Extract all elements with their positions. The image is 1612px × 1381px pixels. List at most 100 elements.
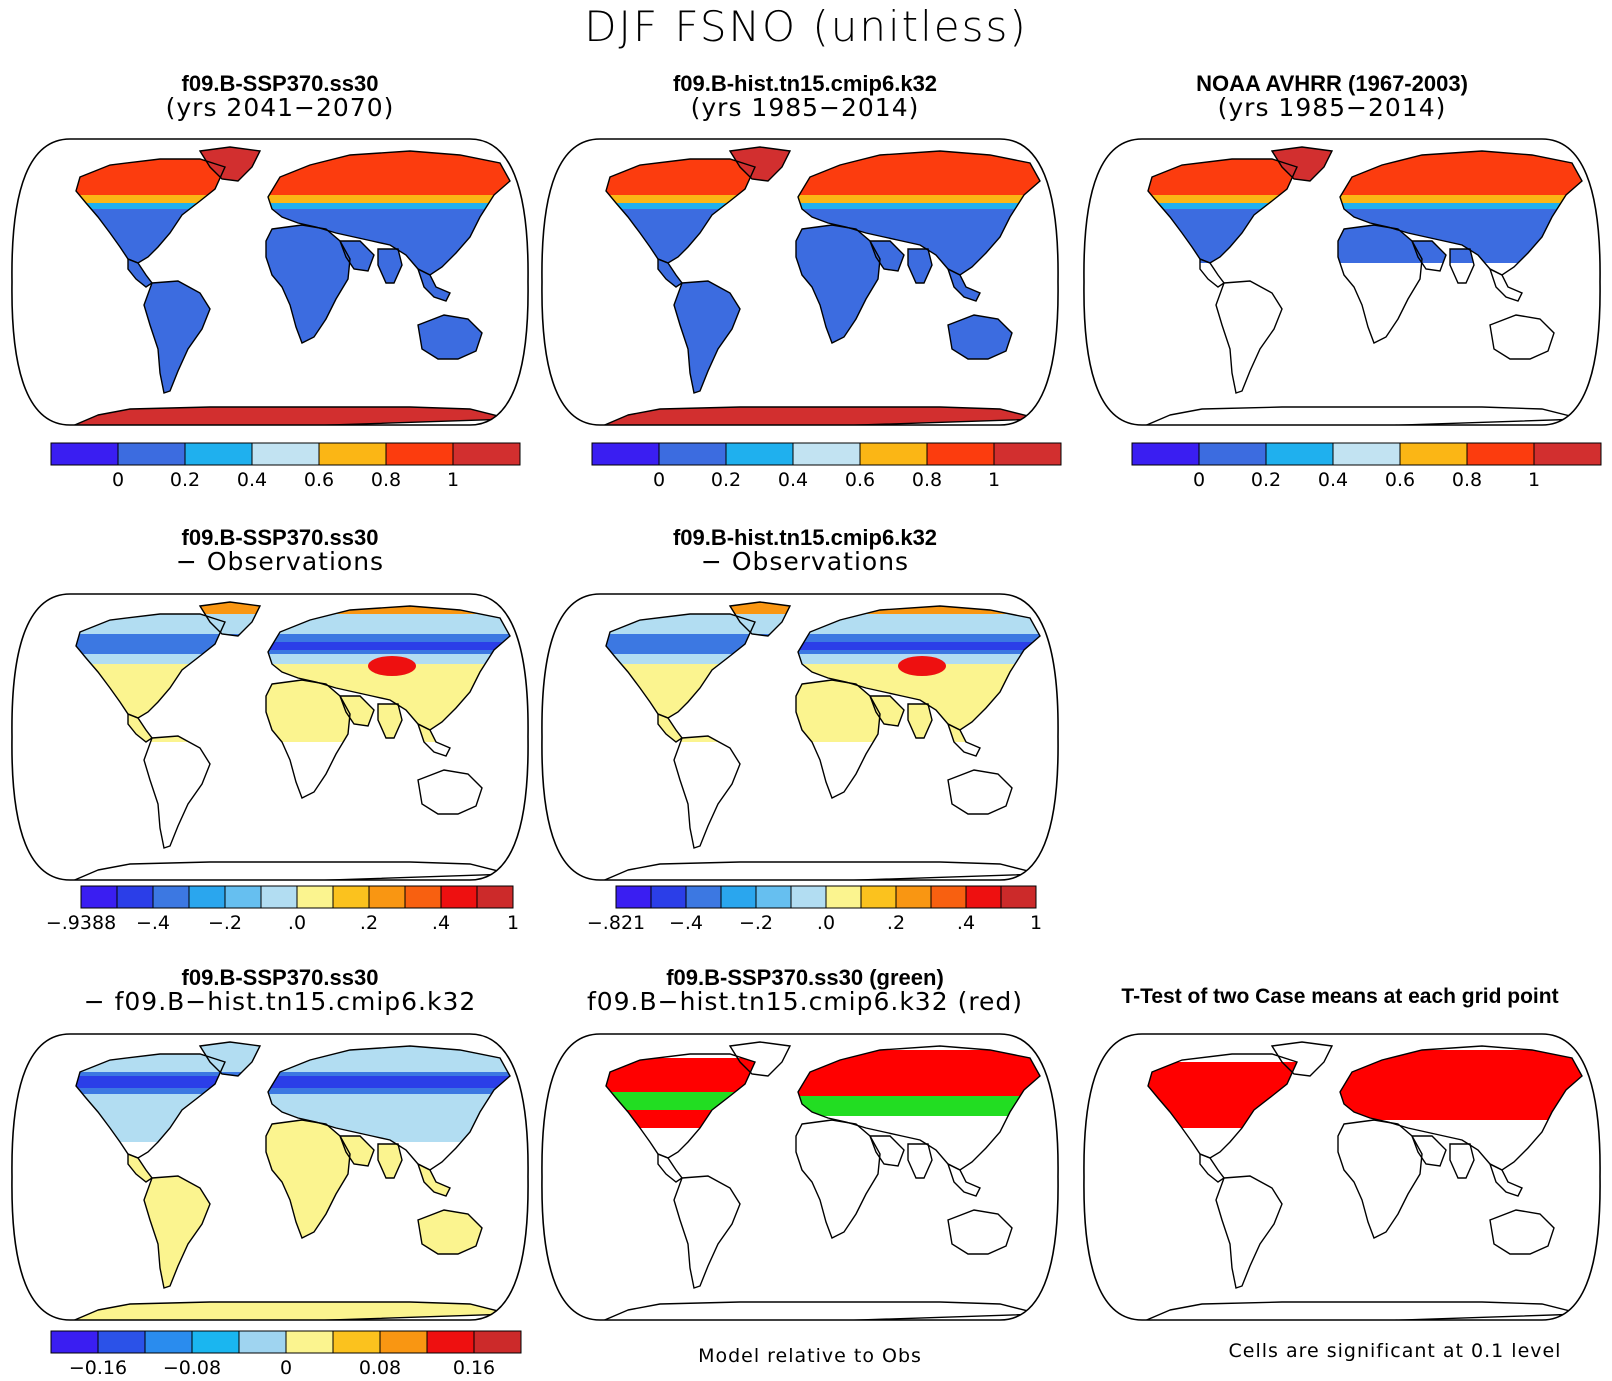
panel-2-years: (yrs 1985−2014) — [690, 93, 920, 123]
map-frame — [1083, 138, 1601, 426]
colorbar-label: .4 — [432, 912, 450, 934]
map-svg — [11, 1033, 529, 1321]
colorbar-box-1 — [97, 1330, 146, 1354]
colorbar-box-3 — [188, 885, 226, 909]
coastline-arabia — [338, 240, 375, 272]
panel-3-years: (yrs 1985−2014) — [1217, 93, 1447, 123]
coastline-australia — [947, 1209, 1013, 1255]
colorbar-box-1 — [116, 885, 154, 909]
colorbar-box-2 — [685, 885, 722, 909]
panel-3-case-name: NOAA AVHRR (1967-2003) — [1196, 71, 1468, 96]
panel-6-case-name: f09.B-SSP370.ss30 — [181, 965, 379, 990]
colorbar-box-11 — [1000, 885, 1037, 909]
colorbar-box-8 — [895, 885, 932, 909]
colorbar-box-4 — [238, 1330, 287, 1354]
coastline-arabia — [1410, 1135, 1447, 1167]
coastline-australia — [417, 1209, 483, 1255]
coastline-antarctica — [599, 1301, 1041, 1320]
colorbar-box-11 — [476, 885, 514, 909]
colorbar-label: .0 — [817, 912, 835, 934]
coastline-india — [377, 1143, 403, 1179]
colorbar-panel-6: −0.16 −0.08 0 0.08 0.16 — [31, 1330, 541, 1381]
colorbar-box-10 — [440, 885, 478, 909]
map-frame — [541, 1033, 1059, 1321]
map-panel-case-hist — [540, 137, 1060, 427]
colorbar-panel-1: 0 0.2 0.4 0.6 0.8 1 — [31, 442, 540, 493]
coastline-australia — [947, 314, 1013, 360]
coastline-antarctica — [69, 406, 511, 425]
panel-7-subtitle: f09.B−hist.tn15.cmip6.k32 (red) — [586, 987, 1024, 1017]
coastline-northAmerica — [605, 613, 756, 719]
colorbar-box-4 — [755, 885, 792, 909]
colorbar-label: 0.2 — [1251, 469, 1281, 491]
diff-near-zero-centralAmerica — [128, 1154, 152, 1182]
colorbar-box-3 — [191, 1330, 240, 1354]
coastline-australia — [417, 769, 483, 815]
panel-2-case-name: f09.B-hist.tn15.cmip6.k32 — [672, 71, 938, 96]
coastline-seAsia — [416, 722, 451, 757]
colorbar-box-1 — [117, 442, 186, 466]
panel-title-3: NOAA AVHRR (1967-2003) (yrs 1985−2014) — [1092, 72, 1572, 121]
coastline-antarctica — [599, 861, 1041, 880]
coastline-northAmerica — [1147, 158, 1298, 264]
coastline-arabia — [1410, 240, 1447, 272]
colorbar-panel-3: 0 0.2 0.4 0.6 0.8 1 — [1112, 442, 1612, 493]
colorbar-box-3 — [251, 442, 320, 466]
colorbar-label: 0.4 — [778, 469, 808, 491]
diff-strong-negative — [76, 1076, 510, 1088]
coastline-india — [1449, 248, 1475, 284]
map-svg — [11, 138, 529, 426]
land-southAmerica — [144, 281, 210, 393]
colorbar-label: 0.6 — [304, 469, 334, 491]
colorbar-label: 1 — [507, 912, 519, 934]
colorbar-box-1 — [650, 885, 687, 909]
map-panel-hist-minus-obs — [540, 592, 1060, 882]
map-panel-case-difference — [10, 1032, 530, 1322]
colorbar-box-0 — [50, 442, 119, 466]
colorbar-box-5 — [385, 442, 454, 466]
diff-near-zero-seAsia — [418, 1164, 450, 1196]
map-frame — [11, 1033, 529, 1321]
coastline-africa — [1337, 1119, 1423, 1239]
colorbar-label: −.4 — [669, 912, 703, 934]
coastline-northAmerica — [1147, 1053, 1298, 1159]
map-frame — [11, 593, 529, 881]
note-model-relative-to-obs: Model relative to Obs — [698, 1345, 922, 1367]
coastline-seAsia — [416, 267, 451, 302]
coastline-india — [377, 703, 403, 739]
coastline-arabia — [868, 695, 905, 727]
colorbar-box-9 — [930, 885, 967, 909]
snow-greenland-greenland — [200, 147, 260, 181]
colorbar-box-4 — [1399, 442, 1468, 466]
colorbar-box-6 — [452, 442, 521, 466]
coastline-centralAmerica — [127, 712, 154, 743]
land-australia — [418, 315, 482, 359]
coastline-arabia — [338, 1135, 375, 1167]
coastline-antarctica — [1141, 1301, 1583, 1320]
colorbar-box-8 — [426, 1330, 475, 1354]
colorbar-label: −0.08 — [163, 1357, 221, 1379]
land-india — [908, 249, 932, 283]
coastline-southAmerica — [143, 1175, 211, 1289]
colorbar-label: −.2 — [208, 912, 242, 934]
map-svg — [1083, 1033, 1601, 1321]
diff-positive-low — [606, 662, 1040, 742]
coastline-arabia — [868, 240, 905, 272]
coastline-southAmerica — [673, 280, 741, 394]
coastline-northAmerica — [75, 1053, 226, 1159]
panel-5-subtitle: − Observations — [700, 547, 910, 577]
diff-near-zero-india — [378, 1144, 402, 1178]
diff-positive-low — [76, 662, 510, 742]
diff-near-zero-australia — [418, 1210, 482, 1254]
colorbar-label: 1 — [447, 469, 459, 491]
colorbar-box-6 — [993, 442, 1062, 466]
coastline-australia — [1489, 314, 1555, 360]
map-svg — [1083, 138, 1601, 426]
colorbar-label: 0 — [653, 469, 665, 491]
colorbar-box-0 — [591, 442, 660, 466]
diff-positive-mid — [606, 602, 1040, 614]
land-australia — [948, 315, 1012, 359]
panel-5-case-name: f09.B-hist.tn15.cmip6.k32 — [672, 525, 938, 550]
panel-title-8: T-Test of two Case means at each grid po… — [1121, 985, 1559, 1008]
map-svg — [541, 1033, 1059, 1321]
